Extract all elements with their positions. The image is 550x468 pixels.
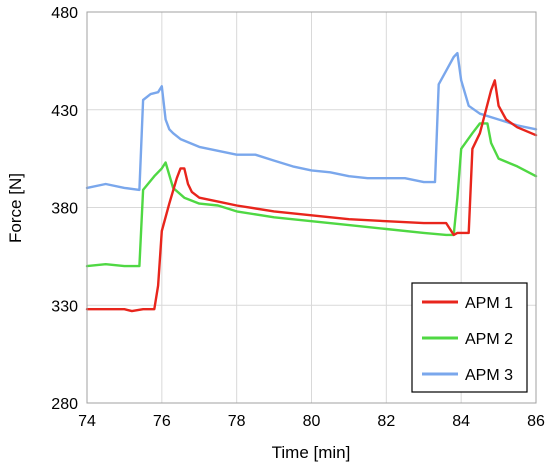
x-tick-label: 82	[377, 413, 395, 430]
x-tick-label: 74	[78, 413, 96, 430]
series-line-apm-3	[85, 51, 538, 192]
y-tick-label: 280	[51, 396, 78, 413]
y-tick-label: 330	[51, 298, 78, 315]
x-tick-label: 76	[153, 413, 171, 430]
x-tick-label: 84	[452, 413, 470, 430]
x-tick-label: 86	[527, 413, 545, 430]
y-tick-label: 380	[51, 201, 78, 218]
y-tick-labels: 280 330 380 430 480	[51, 5, 78, 413]
legend: APM 1 APM 2 APM 3	[411, 282, 528, 393]
x-axis-title: Time [min]	[272, 443, 351, 462]
plot-border	[86, 11, 537, 404]
y-axis-title: Force [N]	[6, 173, 25, 243]
series-layer	[85, 51, 538, 313]
legend-label-apm-2: APM 2	[465, 331, 513, 348]
x-tick-label: 78	[228, 413, 246, 430]
legend-label-apm-3: APM 3	[465, 367, 513, 384]
x-tick-labels: 74 76 78 80 82 84 86	[78, 413, 545, 430]
legend-label-apm-1: APM 1	[465, 295, 513, 312]
y-tick-label: 480	[51, 5, 78, 22]
y-tick-label: 430	[51, 103, 78, 120]
x-tick-label: 80	[303, 413, 321, 430]
series-line-apm-1	[85, 79, 538, 313]
